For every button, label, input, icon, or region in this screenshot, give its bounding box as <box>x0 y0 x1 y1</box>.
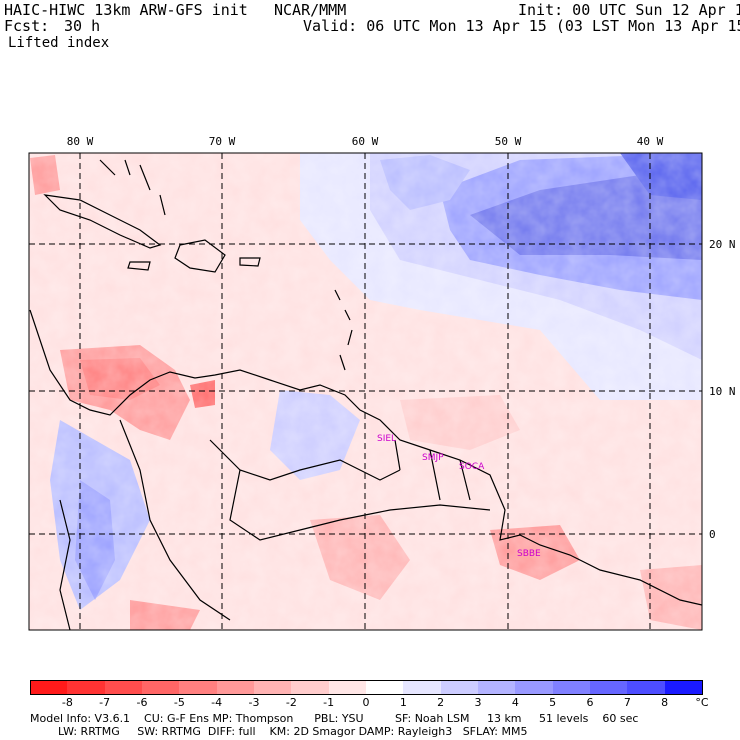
lon-label-70w: 70 W <box>209 135 236 148</box>
colorbar-swatch <box>328 680 367 695</box>
model-title: HAIC-HIWC 13km ARW-GFS init <box>4 1 248 19</box>
colorbar-tick-label: 1 <box>399 696 407 709</box>
field-name: Lifted index <box>8 35 110 51</box>
colorbar-unit: °C <box>695 696 709 709</box>
station-label-siel: SIEL <box>377 434 396 444</box>
lon-label-50w: 50 W <box>495 135 522 148</box>
colorbar-swatch <box>515 680 554 695</box>
colorbar-tick-label: -7 <box>99 696 111 709</box>
colorbar-tick-label: -8 <box>61 696 73 709</box>
colorbar-swatch <box>254 680 292 695</box>
lon-label-40w: 40 W <box>637 135 664 148</box>
colorbar-swatch <box>216 680 255 695</box>
colorbar-swatch <box>590 680 628 695</box>
lon-label-80w: 80 W <box>67 135 94 148</box>
colorbar-tick-label: -3 <box>248 696 260 709</box>
model-info-line1: Model Info: V3.6.1 CU: G-F Ens MP: Thomp… <box>30 712 639 725</box>
colorbar-tick-label: 3 <box>474 696 482 709</box>
model-info-line2: LW: RRTMG SW: RRTMG DIFF: full KM: 2D Sm… <box>58 725 528 738</box>
colorbar-swatch <box>179 680 218 695</box>
station-label-soca: SOCA <box>459 462 485 472</box>
colorbar-swatch <box>440 680 479 695</box>
colorbar-swatch <box>478 680 516 695</box>
colorbar-tick-label: 7 <box>623 696 631 709</box>
colorbar-tick-label: -4 <box>211 696 223 709</box>
valid-time: Valid: 06 UTC Mon 13 Apr 15 (03 LST Mon … <box>303 17 740 35</box>
lon-label-60w: 60 W <box>352 135 379 148</box>
lat-label-20n: 20 N <box>709 238 736 251</box>
organization: NCAR/MMM <box>274 1 347 19</box>
coastlines <box>29 159 702 630</box>
colorbar-swatch <box>291 680 330 695</box>
colorbar-tick-label: -1 <box>323 696 335 709</box>
fcst-label: Fcst: <box>4 17 50 35</box>
colorbar-swatch <box>30 680 69 695</box>
colorbar-tick-label: 2 <box>437 696 445 709</box>
colorbar-tick-label: -5 <box>173 696 185 709</box>
colorbar-swatch <box>664 680 704 695</box>
colorbar-tick-label: 8 <box>661 696 669 709</box>
colorbar-tick-label: 6 <box>586 696 594 709</box>
colorbar-tick-label: 5 <box>549 696 557 709</box>
lat-label-0: 0 <box>709 528 716 541</box>
station-label-sbbe: SBBE <box>517 549 541 559</box>
lat-label-10n: 10 N <box>709 385 736 398</box>
colorbar-swatch <box>403 680 442 695</box>
station-label-smjp: SMJP <box>422 453 444 463</box>
colorbar-swatch <box>67 680 106 695</box>
colorbar-tick-label: -2 <box>285 696 297 709</box>
colorbar-swatch <box>627 680 666 695</box>
colorbar-tick-label: 0 <box>362 696 370 709</box>
colorbar-swatch <box>552 680 591 695</box>
colorbar-tick-label: -6 <box>136 696 148 709</box>
colorbar-tick-label: 4 <box>511 696 519 709</box>
colorbar-swatch <box>104 680 143 695</box>
init-time: Init: 00 UTC Sun 12 Apr 15 <box>518 1 740 19</box>
fcst-value: 30 h <box>64 17 101 35</box>
graticule <box>29 153 702 630</box>
colorbar-swatch <box>142 680 180 695</box>
colorbar-swatch <box>366 680 404 695</box>
